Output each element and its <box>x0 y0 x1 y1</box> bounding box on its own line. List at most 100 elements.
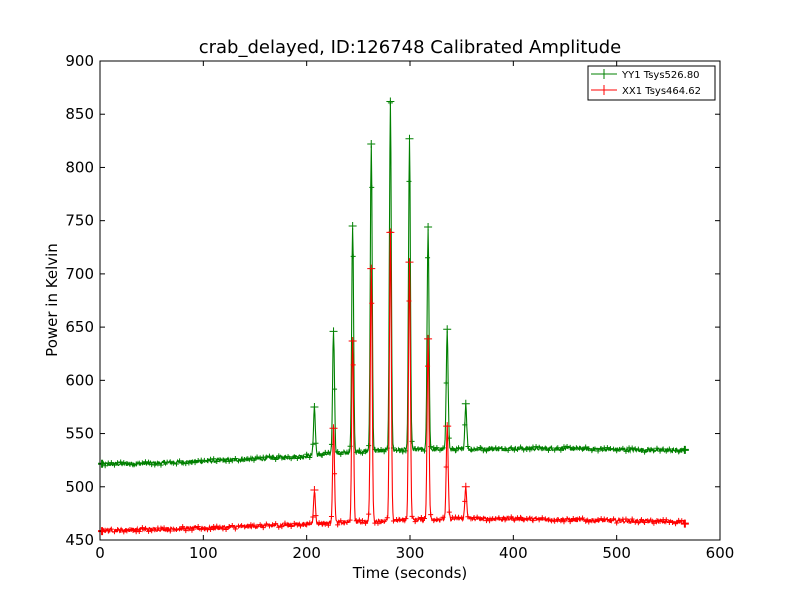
y-tick-label: 700 <box>65 265 94 283</box>
series-point <box>611 516 617 522</box>
series-point <box>390 518 396 524</box>
series-layer <box>98 97 689 536</box>
series-point <box>130 462 136 468</box>
series-point <box>232 526 238 532</box>
series-point <box>285 454 291 460</box>
series-point <box>604 445 610 451</box>
series-point <box>304 451 310 457</box>
series-point <box>583 518 589 524</box>
series-point <box>663 448 669 454</box>
series-point <box>679 518 685 524</box>
series-point <box>192 524 198 530</box>
series-point <box>319 452 325 458</box>
series-point <box>139 460 145 466</box>
series-point <box>654 517 660 523</box>
x-tick-label: 300 <box>396 544 425 562</box>
series-point <box>446 509 452 515</box>
series-point <box>359 450 365 456</box>
chart-title: crab_delayed, ID:126748 Calibrated Ampli… <box>199 37 622 58</box>
y-tick-label: 850 <box>65 105 94 123</box>
series-point <box>673 521 679 527</box>
series-point <box>642 520 648 526</box>
series-point <box>629 445 635 451</box>
series-point <box>344 449 350 455</box>
series-end-marker <box>98 527 107 536</box>
series-point <box>121 460 127 466</box>
series-point <box>626 518 632 524</box>
series-point <box>449 446 455 452</box>
series-point <box>518 514 524 520</box>
series-point <box>412 519 418 525</box>
series-point <box>350 253 356 259</box>
series-point <box>409 438 415 444</box>
series-point <box>536 444 542 450</box>
series-point <box>149 528 155 534</box>
series-end-marker <box>98 459 107 468</box>
y-tick-label: 550 <box>65 425 94 443</box>
series-point <box>381 449 387 455</box>
series-point <box>251 522 257 528</box>
series-point <box>567 444 573 450</box>
series-point <box>536 517 542 523</box>
series-point <box>564 516 570 522</box>
series-point <box>545 517 551 523</box>
series-point <box>595 448 601 454</box>
series-point <box>214 523 220 529</box>
x-axis-label: Time (seconds) <box>352 564 468 582</box>
pulse-peak-marker <box>424 334 433 343</box>
series-point <box>595 517 601 523</box>
series-point <box>232 456 238 462</box>
x-tick-label: 200 <box>292 544 321 562</box>
series-point <box>180 524 186 530</box>
series-point <box>118 527 124 533</box>
series-point <box>611 446 617 452</box>
series-point <box>335 449 341 455</box>
y-tick-label: 600 <box>65 371 94 389</box>
series-point <box>580 446 586 452</box>
series-point <box>270 454 276 460</box>
series-point <box>555 445 561 451</box>
series-point <box>539 446 545 452</box>
series-point <box>623 448 629 454</box>
series-point <box>421 448 427 454</box>
legend-label-yy1: YY1 Tsys526.80 <box>621 70 700 81</box>
series-point <box>418 446 424 452</box>
series-point <box>332 471 338 477</box>
series-point <box>220 457 226 463</box>
series-point <box>366 511 372 517</box>
series-point <box>161 525 167 531</box>
pulse-peak-marker <box>348 336 357 345</box>
series-point <box>545 447 551 453</box>
series-point <box>676 449 682 455</box>
series-point <box>369 184 375 190</box>
series-point <box>583 444 589 450</box>
series-point <box>635 446 641 452</box>
series-point <box>378 446 384 452</box>
pulse-peak-marker <box>405 134 414 143</box>
series-point <box>375 520 381 526</box>
series-point <box>291 454 297 460</box>
pulse-peak-marker <box>461 482 470 491</box>
series-point <box>133 461 139 467</box>
series-point <box>111 462 117 468</box>
series-point <box>552 518 558 524</box>
series-point <box>183 528 189 534</box>
series-point <box>325 522 331 528</box>
series-point <box>350 362 356 368</box>
series-point <box>635 520 641 526</box>
series-point <box>260 525 266 531</box>
series-point <box>111 529 117 535</box>
series-point <box>505 447 511 453</box>
x-tick-label: 100 <box>189 544 218 562</box>
series-point <box>434 445 440 451</box>
series-point <box>477 445 483 451</box>
pulse-peak-marker <box>386 97 395 106</box>
series-point <box>235 523 241 529</box>
series-point <box>462 498 468 504</box>
series-point <box>542 516 548 522</box>
series-point <box>657 448 663 454</box>
series-point <box>651 520 657 526</box>
series-point <box>505 515 511 521</box>
series-point <box>589 448 595 454</box>
series-point <box>502 446 508 452</box>
